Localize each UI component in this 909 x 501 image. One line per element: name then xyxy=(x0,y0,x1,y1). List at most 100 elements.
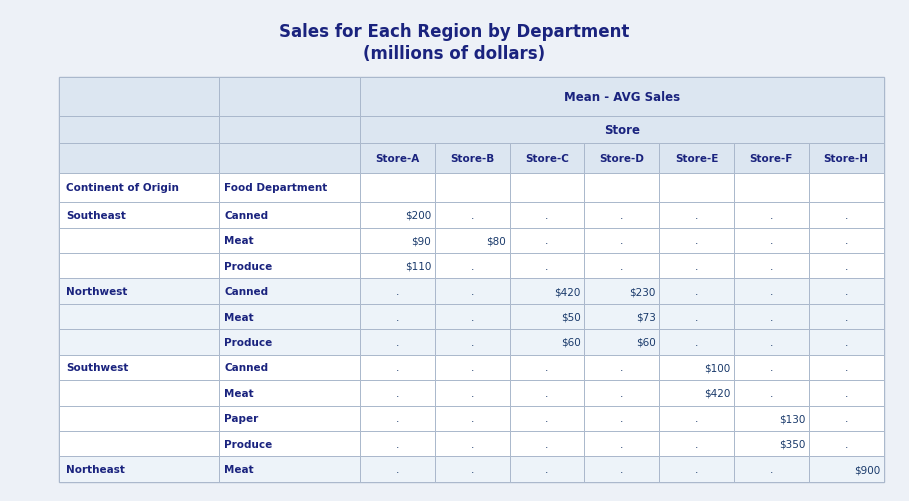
Text: .: . xyxy=(694,236,698,245)
Text: .: . xyxy=(770,210,773,220)
Text: Store-H: Store-H xyxy=(824,154,869,164)
Text: .: . xyxy=(694,337,698,347)
Text: .: . xyxy=(471,261,474,271)
Text: Produce: Produce xyxy=(225,337,273,347)
Text: .: . xyxy=(545,210,549,220)
Text: .: . xyxy=(471,439,474,449)
Text: .: . xyxy=(545,236,549,245)
Text: .: . xyxy=(844,261,848,271)
Text: .: . xyxy=(844,337,848,347)
Text: .: . xyxy=(395,312,399,322)
Text: .: . xyxy=(620,261,624,271)
Text: .: . xyxy=(545,413,549,423)
Text: .: . xyxy=(471,388,474,398)
Text: Meat: Meat xyxy=(225,388,254,398)
Text: Store: Store xyxy=(604,124,640,137)
Text: $230: $230 xyxy=(629,287,655,297)
Text: .: . xyxy=(620,464,624,474)
Text: .: . xyxy=(620,210,624,220)
Text: Canned: Canned xyxy=(225,363,268,373)
Text: $420: $420 xyxy=(704,388,730,398)
Text: .: . xyxy=(395,363,399,373)
Text: Northwest: Northwest xyxy=(66,287,128,297)
Text: .: . xyxy=(395,413,399,423)
Text: $60: $60 xyxy=(561,337,581,347)
Text: .: . xyxy=(471,464,474,474)
Text: $420: $420 xyxy=(554,287,581,297)
Text: Meat: Meat xyxy=(225,464,254,474)
Text: Northeast: Northeast xyxy=(66,464,125,474)
Text: .: . xyxy=(471,210,474,220)
Text: .: . xyxy=(844,388,848,398)
Text: .: . xyxy=(694,464,698,474)
Text: .: . xyxy=(694,261,698,271)
Text: $60: $60 xyxy=(635,337,655,347)
Text: Store-B: Store-B xyxy=(450,154,494,164)
Text: Sales for Each Region by Department: Sales for Each Region by Department xyxy=(279,23,630,41)
Text: .: . xyxy=(770,287,773,297)
Text: .: . xyxy=(844,363,848,373)
Text: $50: $50 xyxy=(561,312,581,322)
Text: Store-F: Store-F xyxy=(750,154,793,164)
Text: .: . xyxy=(620,439,624,449)
Text: .: . xyxy=(545,363,549,373)
Text: .: . xyxy=(770,312,773,322)
Text: .: . xyxy=(395,439,399,449)
Text: .: . xyxy=(620,388,624,398)
Text: Store-D: Store-D xyxy=(599,154,644,164)
Text: Meat: Meat xyxy=(225,312,254,322)
Text: .: . xyxy=(471,413,474,423)
Text: .: . xyxy=(471,337,474,347)
Text: Southwest: Southwest xyxy=(66,363,129,373)
Text: Continent of Origin: Continent of Origin xyxy=(66,183,179,193)
Text: Produce: Produce xyxy=(225,439,273,449)
Text: .: . xyxy=(545,388,549,398)
Text: .: . xyxy=(844,439,848,449)
Text: $73: $73 xyxy=(635,312,655,322)
Text: Store-C: Store-C xyxy=(525,154,569,164)
Text: Southeast: Southeast xyxy=(66,210,126,220)
Text: .: . xyxy=(694,287,698,297)
Text: $900: $900 xyxy=(854,464,880,474)
Text: .: . xyxy=(471,287,474,297)
Text: $130: $130 xyxy=(779,413,805,423)
Text: .: . xyxy=(694,413,698,423)
Text: .: . xyxy=(620,236,624,245)
Text: .: . xyxy=(770,261,773,271)
Text: .: . xyxy=(471,363,474,373)
Text: .: . xyxy=(471,312,474,322)
Text: Meat: Meat xyxy=(225,236,254,245)
Text: $90: $90 xyxy=(412,236,431,245)
Text: Mean - AVG Sales: Mean - AVG Sales xyxy=(564,91,680,104)
Text: Canned: Canned xyxy=(225,287,268,297)
Text: Paper: Paper xyxy=(225,413,258,423)
Text: .: . xyxy=(694,312,698,322)
Text: Store-A: Store-A xyxy=(375,154,420,164)
Text: .: . xyxy=(844,236,848,245)
Text: Produce: Produce xyxy=(225,261,273,271)
Text: .: . xyxy=(395,337,399,347)
Text: .: . xyxy=(770,236,773,245)
Text: .: . xyxy=(545,261,549,271)
Text: .: . xyxy=(545,439,549,449)
Text: .: . xyxy=(395,388,399,398)
Text: Store-E: Store-E xyxy=(674,154,718,164)
Text: .: . xyxy=(770,337,773,347)
Text: $80: $80 xyxy=(486,236,506,245)
Text: $110: $110 xyxy=(405,261,431,271)
Text: .: . xyxy=(844,287,848,297)
Text: Canned: Canned xyxy=(225,210,268,220)
Text: .: . xyxy=(620,363,624,373)
Text: .: . xyxy=(844,312,848,322)
Text: $100: $100 xyxy=(704,363,730,373)
Text: Food Department: Food Department xyxy=(225,183,327,193)
Text: .: . xyxy=(844,210,848,220)
Text: $200: $200 xyxy=(405,210,431,220)
Text: .: . xyxy=(694,439,698,449)
Text: .: . xyxy=(770,363,773,373)
Text: .: . xyxy=(620,413,624,423)
Text: (millions of dollars): (millions of dollars) xyxy=(364,45,545,63)
Text: .: . xyxy=(694,210,698,220)
Text: .: . xyxy=(770,388,773,398)
Text: $350: $350 xyxy=(779,439,805,449)
